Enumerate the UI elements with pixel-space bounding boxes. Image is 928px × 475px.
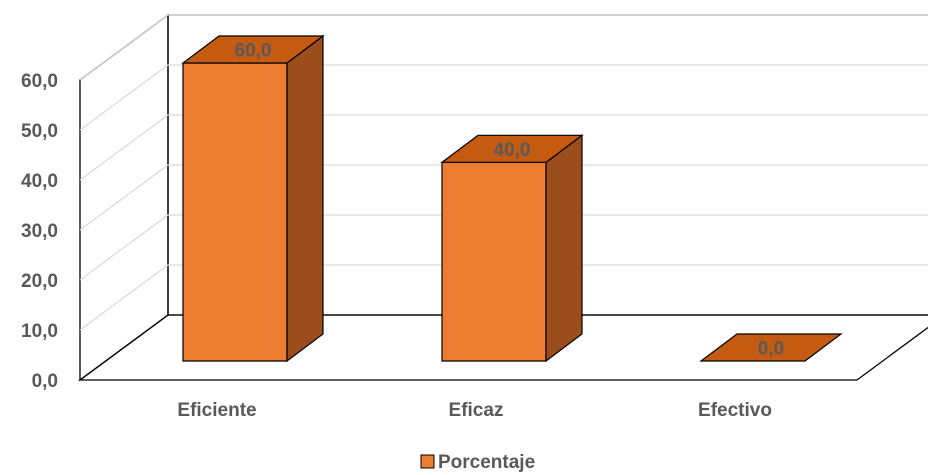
legend-label-porcentaje: Porcentaje bbox=[438, 452, 535, 473]
gridline bbox=[79, 114, 928, 181]
bar-efectivo bbox=[699, 333, 843, 362]
bars bbox=[181, 34, 843, 363]
y-tick-label: 60,0 bbox=[21, 71, 58, 92]
y-tick-label: 30,0 bbox=[21, 221, 58, 242]
category-label-efectivo: Efectivo bbox=[698, 400, 772, 421]
x-axis-categories: Eficiente Eficaz Efectivo bbox=[177, 400, 772, 421]
data-label-efectivo: 0,0 bbox=[758, 339, 784, 360]
floor bbox=[78, 314, 928, 381]
data-label-eficiente: 60,0 bbox=[235, 41, 272, 62]
category-label-eficiente: Eficiente bbox=[177, 400, 256, 421]
y-tick-label: 40,0 bbox=[21, 171, 58, 192]
bar-top bbox=[440, 134, 584, 163]
bar-eficiente bbox=[181, 34, 325, 363]
category-label-eficaz: Eficaz bbox=[449, 400, 504, 421]
data-labels: 60,0 40,0 0,0 bbox=[235, 41, 785, 360]
y-tick-label: 10,0 bbox=[21, 321, 58, 342]
bar-side bbox=[286, 34, 324, 363]
bar-front bbox=[441, 161, 547, 362]
data-label-eficaz: 40,0 bbox=[494, 140, 531, 161]
y-axis-ticks: 0,0 10,0 20,0 30,0 40,0 50,0 60,0 bbox=[21, 71, 58, 392]
gridline bbox=[79, 214, 928, 281]
bar-front bbox=[182, 62, 288, 362]
bar-side bbox=[545, 134, 583, 363]
gridline bbox=[79, 14, 928, 81]
bar-top bbox=[181, 35, 325, 64]
legend-swatch-porcentaje bbox=[420, 454, 435, 469]
gridline bbox=[79, 164, 928, 231]
legend: Porcentaje bbox=[420, 452, 535, 473]
y-tick-label: 50,0 bbox=[21, 121, 58, 142]
bar-top bbox=[699, 333, 843, 362]
gridline bbox=[79, 64, 928, 131]
gridlines bbox=[79, 14, 928, 331]
y-tick-label: 20,0 bbox=[21, 271, 58, 292]
y-tick-label: 0,0 bbox=[32, 371, 58, 392]
bar-eficaz bbox=[440, 134, 584, 363]
gridline bbox=[79, 264, 928, 331]
